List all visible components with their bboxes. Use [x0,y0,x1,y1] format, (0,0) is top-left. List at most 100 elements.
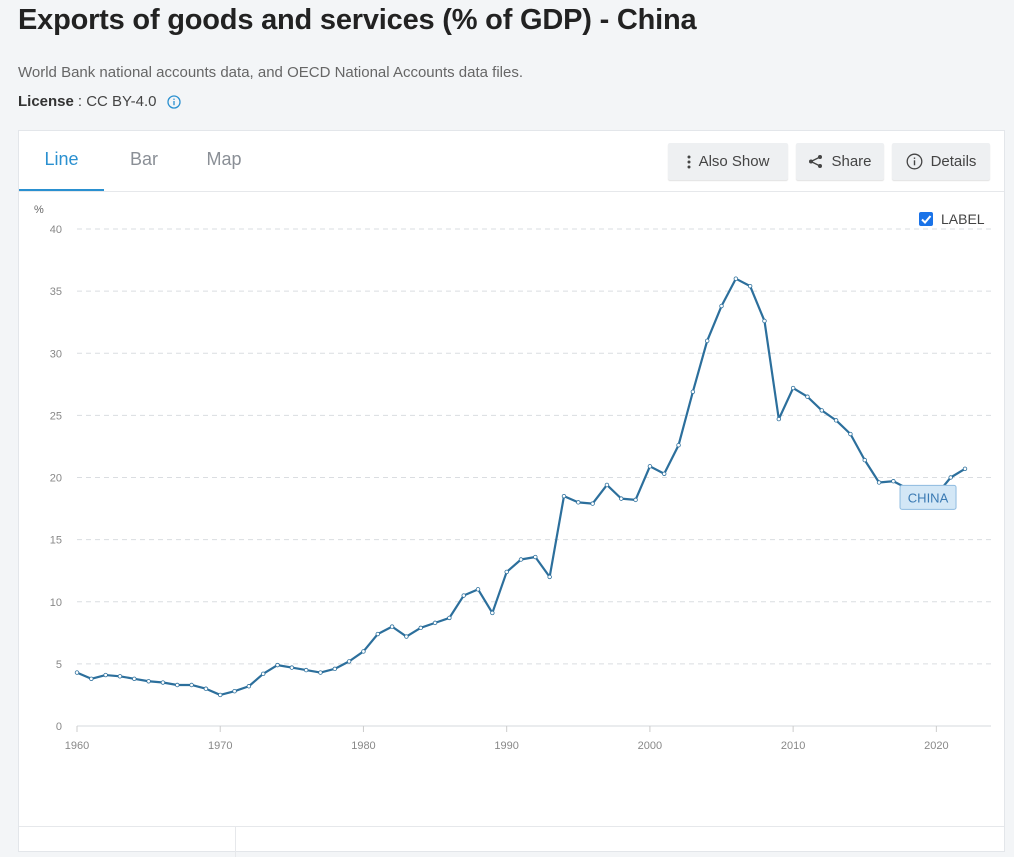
data-point [490,610,495,616]
data-point [647,464,653,469]
x-tick-label: 2020 [924,740,948,752]
data-point [733,276,739,281]
series-label-box [899,484,957,510]
check-icon [921,215,932,224]
data-point [175,682,180,688]
data-point [117,674,123,679]
data-point [289,665,295,670]
data-point [404,634,409,639]
data-point [819,408,824,413]
data-point [590,501,595,506]
data-point [89,676,94,681]
data-point [676,442,681,448]
data-point [461,593,466,598]
y-axis-label: % [34,204,44,216]
data-point [862,457,867,463]
label-toggle-checkbox[interactable]: LABEL [919,211,985,227]
data-point [260,671,266,677]
data-point [876,480,882,485]
data-point [475,587,481,592]
data-point [948,475,953,480]
data-point [203,686,209,691]
x-tick-label: 1970 [208,740,232,752]
y-tick-label: 20 [50,473,62,485]
data-point [418,625,423,631]
data-point [375,631,380,637]
data-point [232,689,237,694]
share-icon [809,155,823,168]
tab-map[interactable]: Map [206,149,242,169]
data-point [619,496,624,501]
y-tick-label: 15 [50,535,62,547]
checkbox-icon[interactable] [919,212,933,226]
also-show-label: Also Show [698,153,770,170]
y-tick-label: 10 [50,597,62,609]
license-line: License : CC BY-4.0 [18,93,181,110]
tab-line[interactable]: Line [19,131,104,191]
data-point [103,672,108,678]
also-show-button[interactable]: Also Show [668,143,788,180]
data-point [747,283,753,289]
data-point [389,624,395,629]
chart-area: 0 5 10 15 20 25 30 35 40% 1960 1970 1980 1990 2000 201… [19,192,1004,812]
data-point [547,574,552,580]
more-vertical-icon [687,155,691,168]
data-point [246,684,252,689]
data-point [633,497,638,503]
data-point [146,679,151,684]
chart-card: Line Bar Map Also Show Share Details 0 5 1… [18,130,1005,857]
details-button[interactable]: Details [892,143,990,180]
data-point [690,389,696,394]
data-point [848,431,853,437]
data-point [504,569,509,575]
label-toggle-text: LABEL [941,211,985,227]
x-tick-label: 2010 [781,740,805,752]
data-point [533,554,538,560]
x-tick-label: 1990 [494,740,518,752]
data-point [432,620,438,626]
y-tick-label: 25 [50,410,62,422]
data-point [318,670,323,675]
data-point [576,500,581,505]
chart-tabs: Line Bar Map Also Show Share Details [19,131,1004,192]
data-point [518,557,524,562]
info-circle-icon [906,153,923,170]
data-point [561,493,567,499]
data-point [891,479,896,484]
y-tick-label: 35 [50,286,62,298]
license-label: License [18,93,74,110]
data-point [790,385,796,391]
y-tick-label: 0 [56,721,62,733]
data-point [361,649,366,654]
data-point [704,338,710,344]
data-point [132,676,137,681]
share-button[interactable]: Share [796,143,884,180]
data-point [762,318,767,324]
y-tick-label: 30 [50,348,62,360]
data-point [332,666,338,672]
details-label: Details [930,153,977,170]
license-value: : CC BY-4.0 [77,93,157,110]
data-point [719,303,724,309]
bottom-strip [19,826,1004,857]
tab-bar[interactable]: Bar [129,149,158,169]
data-point [662,471,667,476]
data-point [189,682,194,688]
data-point [346,659,352,664]
data-point [218,692,223,698]
series-label-china: CHINA [908,490,949,505]
page-title: Exports of goods and services (% of GDP)… [18,4,697,36]
info-icon[interactable] [166,94,181,109]
source-note: World Bank national accounts data, and O… [18,64,524,81]
data-point [776,416,782,422]
data-point [160,680,166,685]
line-chart: 0 5 10 15 20 25 30 35 40% 1960 1970 1980 1990 2000 201… [34,204,991,752]
series-line-china [76,277,966,697]
x-tick-label: 1960 [65,740,89,752]
data-point [303,667,309,673]
data-point [275,662,280,668]
y-tick-label: 40 [50,224,62,236]
data-point [962,466,968,472]
data-point [604,482,610,488]
data-point [447,615,452,621]
